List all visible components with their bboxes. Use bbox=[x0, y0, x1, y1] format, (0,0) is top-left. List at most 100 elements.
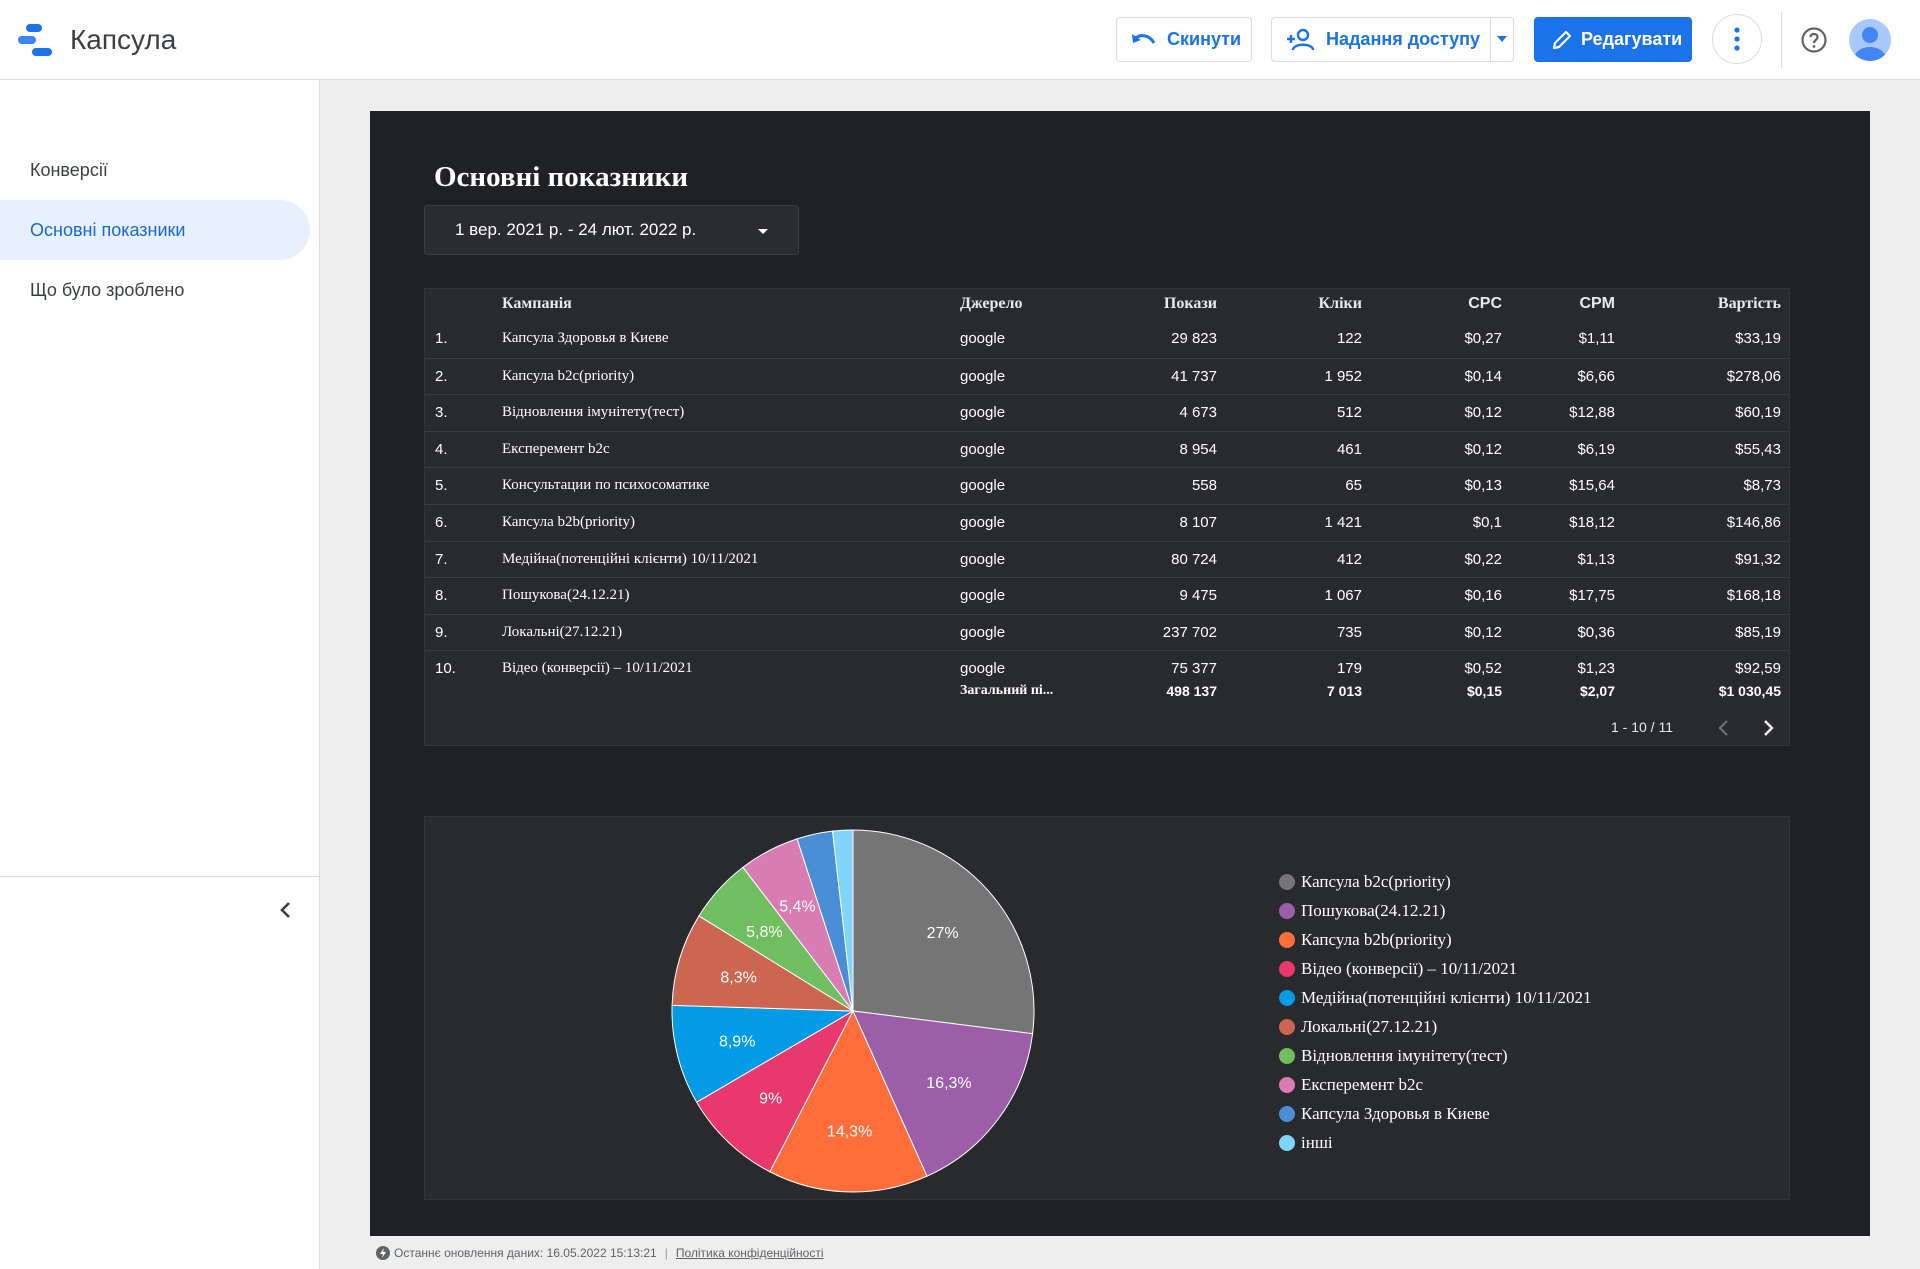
chevron-left-icon[interactable] bbox=[276, 898, 296, 922]
clicks: 735 bbox=[1336, 623, 1362, 641]
source: google bbox=[960, 404, 1006, 422]
pie-slice[interactable] bbox=[832, 829, 854, 1012]
cpc: $0,12 bbox=[1464, 440, 1502, 458]
legend-swatch bbox=[1279, 902, 1295, 919]
legend-item[interactable]: Пошукова(24.12.21) bbox=[1279, 896, 1592, 925]
impressions: 8 107 bbox=[1179, 514, 1217, 531]
pie-slice-label: 14,3% bbox=[827, 1123, 872, 1140]
legend-item[interactable]: Капсула b2b(priority) bbox=[1279, 925, 1592, 954]
source: google bbox=[960, 550, 1006, 568]
cost: $146,86 bbox=[1726, 514, 1781, 531]
share-button[interactable]: Надання доступу bbox=[1271, 17, 1514, 62]
legend-label: Експеремент b2c bbox=[1301, 1074, 1424, 1094]
legend-item[interactable]: Медійна(потенційні клієнти) 10/11/2021 bbox=[1279, 983, 1592, 1012]
account-avatar[interactable] bbox=[1849, 19, 1891, 61]
more-vert-icon bbox=[1734, 27, 1740, 51]
reset-button[interactable]: Скинути bbox=[1116, 17, 1252, 62]
edit-button-label: Редагувати bbox=[1581, 29, 1683, 49]
pie-chart-card: 27% 16,3% 14,3% 9% 8,9% 8,3% 5,8% 5,4% Капсула … bbox=[424, 816, 1790, 1200]
pie-slice[interactable] bbox=[695, 1009, 855, 1173]
row-number: 9. bbox=[435, 623, 448, 641]
privacy-policy-link[interactable]: Політика конфіденційності bbox=[675, 1246, 824, 1260]
cpc: $0,22 bbox=[1464, 550, 1502, 568]
legend-item[interactable]: Відео (конверсії) – 10/11/2021 bbox=[1279, 954, 1592, 983]
cost: $92,59 bbox=[1735, 660, 1781, 678]
table-row[interactable]: 5. Консультации по психосоматике google 558… bbox=[425, 467, 1789, 503]
help-icon[interactable] bbox=[1800, 26, 1828, 54]
chevron-right-icon[interactable] bbox=[1761, 718, 1775, 738]
pie-chart: 27% 16,3% 14,3% 9% 8,9% 8,3% 5,8% 5,4% bbox=[671, 829, 1035, 1193]
footer: Останнє оновлення даних: 16.05.2022 15:1… bbox=[376, 1246, 823, 1260]
legend-swatch bbox=[1279, 873, 1295, 890]
bolt-icon bbox=[376, 1246, 390, 1260]
header-cpm[interactable]: CPM bbox=[1579, 295, 1615, 312]
pie-slice-label: 5,4% bbox=[779, 898, 815, 915]
table-row[interactable]: 10. Відео (конверсії) – 10/11/2021 google 7… bbox=[425, 650, 1789, 686]
table-row[interactable]: 9. Локальні(27.12.21) google 237 702 735 $0,1… bbox=[425, 613, 1789, 650]
header-clicks[interactable]: Кліки bbox=[1318, 295, 1362, 312]
legend-label: Капсула b2c(priority) bbox=[1301, 871, 1451, 891]
table-row[interactable]: 7. Медійна(потенційні клієнти) 10/11/2021… bbox=[425, 540, 1789, 577]
table-row[interactable]: 3. Відновлення імунітету(тест) google 4 673… bbox=[425, 394, 1789, 430]
clicks: 1 421 bbox=[1324, 514, 1362, 531]
table-row[interactable]: 1. Капсула Здоровья в Киеве google 29 823 12… bbox=[425, 321, 1789, 357]
legend-item[interactable]: Капсула Здоровья в Киеве bbox=[1279, 1099, 1592, 1128]
source: google bbox=[960, 477, 1006, 495]
campaign-name: Капсула Здоровья в Киеве bbox=[502, 330, 669, 346]
impressions: 41 737 bbox=[1171, 367, 1217, 385]
header-source[interactable]: Джерело bbox=[960, 295, 1023, 312]
pie-slice-label: 27% bbox=[927, 925, 959, 942]
legend-item[interactable]: Локальні(27.12.21) bbox=[1279, 1012, 1592, 1041]
table-row[interactable]: 8. Пошукова(24.12.21) google 9 475 1 067 $0,1… bbox=[425, 577, 1789, 613]
chevron-left-icon[interactable] bbox=[1717, 718, 1731, 738]
cpm: $1,23 bbox=[1577, 660, 1615, 678]
cost: $168,18 bbox=[1726, 587, 1781, 605]
header-cpc[interactable]: CPC bbox=[1468, 295, 1502, 312]
top-bar: Капсула Скинути Надання доступу Редагува… bbox=[0, 0, 1920, 80]
date-range-picker[interactable]: 1 вер. 2021 р. - 24 лют. 2022 р. bbox=[424, 205, 799, 255]
legend-item[interactable]: Капсула b2c(priority) bbox=[1279, 867, 1592, 896]
pie-slice[interactable] bbox=[769, 1009, 928, 1193]
clicks: 1 952 bbox=[1324, 367, 1362, 385]
table-row[interactable]: 2. Капсула b2c(priority) google 41 737 1 952… bbox=[425, 357, 1789, 394]
more-options-button[interactable] bbox=[1712, 14, 1762, 64]
person-add-icon bbox=[1287, 28, 1315, 50]
pie-slice[interactable] bbox=[852, 1010, 1034, 1177]
cost: $8,73 bbox=[1743, 477, 1781, 495]
legend-item[interactable]: Експеремент b2c bbox=[1279, 1070, 1592, 1099]
table-row[interactable]: 6. Капсула b2b(priority) google 8 107 1 421 $… bbox=[425, 504, 1789, 540]
header-campaign[interactable]: Кампанія bbox=[502, 295, 572, 312]
chart-legend: Капсула b2c(priority) Пошукова(24.12.21) К… bbox=[1279, 867, 1592, 1157]
campaign-name: Відновлення імунітету(тест) bbox=[502, 404, 685, 421]
cpm: $17,75 bbox=[1569, 587, 1615, 605]
campaign-table: Кампанія Джерело Покази Кліки CPC CPM Ва… bbox=[424, 288, 1790, 746]
cost: $85,19 bbox=[1735, 623, 1781, 641]
pie-slice[interactable] bbox=[852, 829, 1035, 1035]
cost: $55,43 bbox=[1735, 440, 1781, 458]
header-cost[interactable]: Вартість bbox=[1717, 295, 1781, 312]
undo-icon bbox=[1132, 33, 1156, 44]
cpm: $6,66 bbox=[1577, 367, 1615, 385]
pie-slice[interactable] bbox=[671, 915, 855, 1012]
table-row[interactable]: 4. Експеремент b2c google 8 954 461 $0,12 $6,1… bbox=[425, 430, 1789, 467]
edit-button[interactable]: Редагувати bbox=[1534, 17, 1692, 62]
campaign-name: Відео (конверсії) – 10/11/2021 bbox=[502, 660, 693, 677]
sidebar-item-main-metrics[interactable]: Основні показники bbox=[0, 200, 310, 260]
pie-slice[interactable] bbox=[671, 1004, 855, 1103]
sidebar-item-conversions[interactable]: Конверсії bbox=[30, 159, 108, 180]
last-updated-text: Останнє оновлення даних: 16.05.2022 15:1… bbox=[394, 1246, 657, 1260]
cpc: $0,16 bbox=[1464, 587, 1502, 605]
legend-item[interactable]: Відновлення імунітету(тест) bbox=[1279, 1041, 1592, 1070]
impressions: 4 673 bbox=[1179, 404, 1217, 422]
row-number: 5. bbox=[435, 477, 448, 495]
legend-label: Капсула b2b(priority) bbox=[1301, 929, 1452, 949]
sidebar-item-done-work[interactable]: Що було зроблено bbox=[30, 279, 185, 300]
header-impressions[interactable]: Покази bbox=[1163, 295, 1217, 312]
cpc: $0,12 bbox=[1464, 404, 1502, 422]
campaign-name: Пошукова(24.12.21) bbox=[502, 587, 630, 604]
cpm: $0,36 bbox=[1577, 623, 1615, 641]
chevron-down-icon[interactable] bbox=[1497, 36, 1507, 42]
cpc: $0,1 bbox=[1472, 514, 1502, 531]
cost: $278,06 bbox=[1726, 367, 1781, 385]
legend-item[interactable]: інші bbox=[1279, 1128, 1592, 1157]
